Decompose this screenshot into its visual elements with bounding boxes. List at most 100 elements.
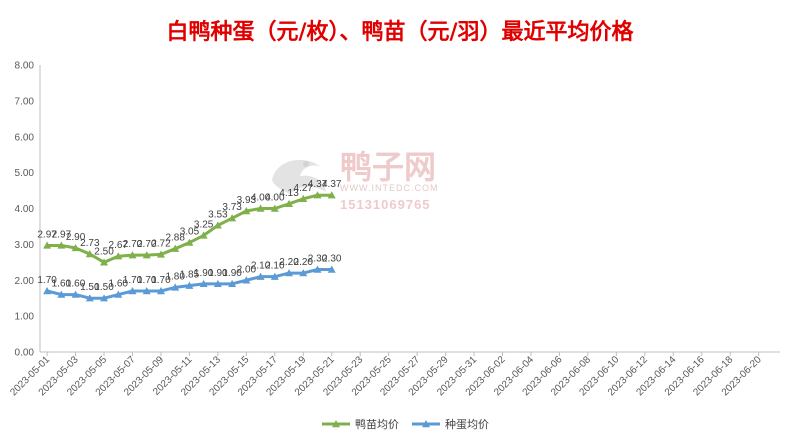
legend-item-1: 鸭苗均价 — [322, 418, 399, 431]
data-point — [327, 191, 336, 199]
data-point — [128, 287, 137, 295]
data-label: 1.50 — [94, 282, 114, 293]
data-label: 2.97 — [37, 229, 57, 240]
data-label: 3.53 — [208, 209, 228, 220]
data-label: 2.50 — [94, 246, 114, 257]
data-point — [71, 290, 80, 298]
data-point — [270, 204, 279, 212]
data-label: 2.90 — [66, 232, 86, 243]
series-1: 2.972.972.902.732.502.672.702.702.722.88… — [37, 179, 342, 266]
duck-logo-icon — [272, 159, 326, 194]
data-label: 1.70 — [37, 275, 57, 286]
y-tick-label: 3.00 — [15, 240, 35, 251]
data-point — [299, 194, 308, 203]
legend-marker — [422, 420, 430, 428]
data-point — [100, 294, 109, 302]
legend-label: 种蛋均价 — [445, 417, 489, 431]
data-label: 2.10 — [265, 261, 285, 272]
data-label: 2.70 — [137, 239, 157, 250]
data-label: 1.50 — [80, 282, 100, 293]
data-label: 2.20 — [279, 257, 299, 268]
data-label: 4.37 — [322, 179, 342, 190]
data-point — [199, 231, 208, 239]
data-point — [313, 265, 322, 273]
data-label: 4.37 — [308, 179, 328, 190]
y-tick-label: 2.00 — [15, 276, 35, 287]
data-point — [114, 252, 123, 260]
data-label: 2.97 — [52, 229, 72, 240]
watermark-phone: 15131069765 — [340, 197, 431, 212]
data-label: 3.93 — [237, 195, 257, 206]
data-point — [270, 272, 279, 280]
data-point — [285, 199, 294, 208]
data-point — [313, 191, 322, 199]
data-label: 2.00 — [237, 264, 257, 275]
data-label: 1.90 — [194, 268, 214, 279]
series-2: 1.701.601.601.501.501.601.701.701.701.80… — [37, 253, 342, 302]
data-point — [142, 287, 151, 295]
data-label: 1.90 — [222, 268, 242, 279]
data-label: 4.27 — [294, 183, 314, 194]
data-label: 4.00 — [265, 193, 285, 204]
y-tick-label: 1.00 — [15, 312, 35, 323]
watermark: 鸭子网 WWW.INTEDC.COM 15131069765 — [272, 148, 439, 212]
legend-item-2: 种蛋均价 — [412, 417, 489, 431]
data-point — [114, 290, 123, 298]
data-label: 1.85 — [180, 270, 200, 281]
data-point — [213, 279, 222, 288]
data-point — [213, 221, 222, 229]
data-label: 2.30 — [308, 253, 328, 264]
data-point — [242, 276, 251, 284]
y-tick-label: 4.00 — [15, 204, 35, 215]
data-point — [185, 281, 194, 289]
data-point — [242, 207, 251, 215]
data-label: 2.72 — [151, 238, 171, 249]
data-point — [85, 294, 94, 302]
legend-label: 鸭苗均价 — [355, 418, 399, 431]
data-point — [327, 265, 336, 273]
data-label: 3.25 — [194, 219, 214, 230]
data-label: 3.73 — [222, 202, 242, 213]
data-label: 1.60 — [52, 279, 72, 290]
data-label: 2.88 — [165, 233, 185, 244]
data-point — [199, 279, 208, 288]
data-label: 4.13 — [279, 188, 299, 199]
data-label: 1.70 — [137, 275, 157, 286]
data-label: 2.10 — [251, 261, 271, 272]
x-axis-ticks: 2023-05-012023-05-032023-05-052023-05-07… — [8, 352, 764, 398]
data-point — [57, 241, 66, 249]
data-point — [171, 244, 180, 252]
data-point — [43, 287, 52, 295]
watermark-url: WWW.INTEDC.COM — [340, 183, 439, 193]
y-tick-label: 8.00 — [15, 61, 35, 72]
data-point — [57, 290, 66, 298]
data-point — [156, 287, 165, 295]
data-point — [256, 272, 265, 280]
axes — [39, 65, 780, 353]
legend: 鸭苗均价 种蛋均价 — [322, 417, 489, 431]
data-label: 2.73 — [80, 238, 100, 249]
data-point — [100, 258, 109, 266]
y-tick-label: 6.00 — [15, 132, 35, 143]
data-label: 2.70 — [123, 239, 143, 250]
data-label: 1.90 — [208, 268, 228, 279]
data-point — [142, 251, 151, 259]
data-point — [156, 250, 165, 258]
data-point — [185, 238, 194, 246]
data-point — [71, 243, 80, 252]
data-label: 2.67 — [109, 240, 129, 251]
series-layer: 2.972.972.902.732.502.672.702.702.722.88… — [37, 179, 342, 302]
y-tick-label: 7.00 — [15, 96, 35, 107]
data-label: 2.20 — [294, 257, 314, 268]
data-label: 3.05 — [180, 227, 200, 238]
data-label: 1.60 — [66, 279, 86, 290]
y-tick-label: 5.00 — [15, 168, 35, 179]
watermark-logo-text: 鸭子网 — [340, 148, 436, 186]
data-point — [285, 269, 294, 277]
legend-marker — [332, 420, 340, 428]
data-point — [85, 250, 94, 258]
data-point — [256, 204, 265, 212]
data-label: 1.70 — [123, 275, 143, 286]
y-axis-ticks: 0.00 1.00 2.00 3.00 4.00 5.00 6.00 7.00 8.00 — [15, 61, 35, 359]
